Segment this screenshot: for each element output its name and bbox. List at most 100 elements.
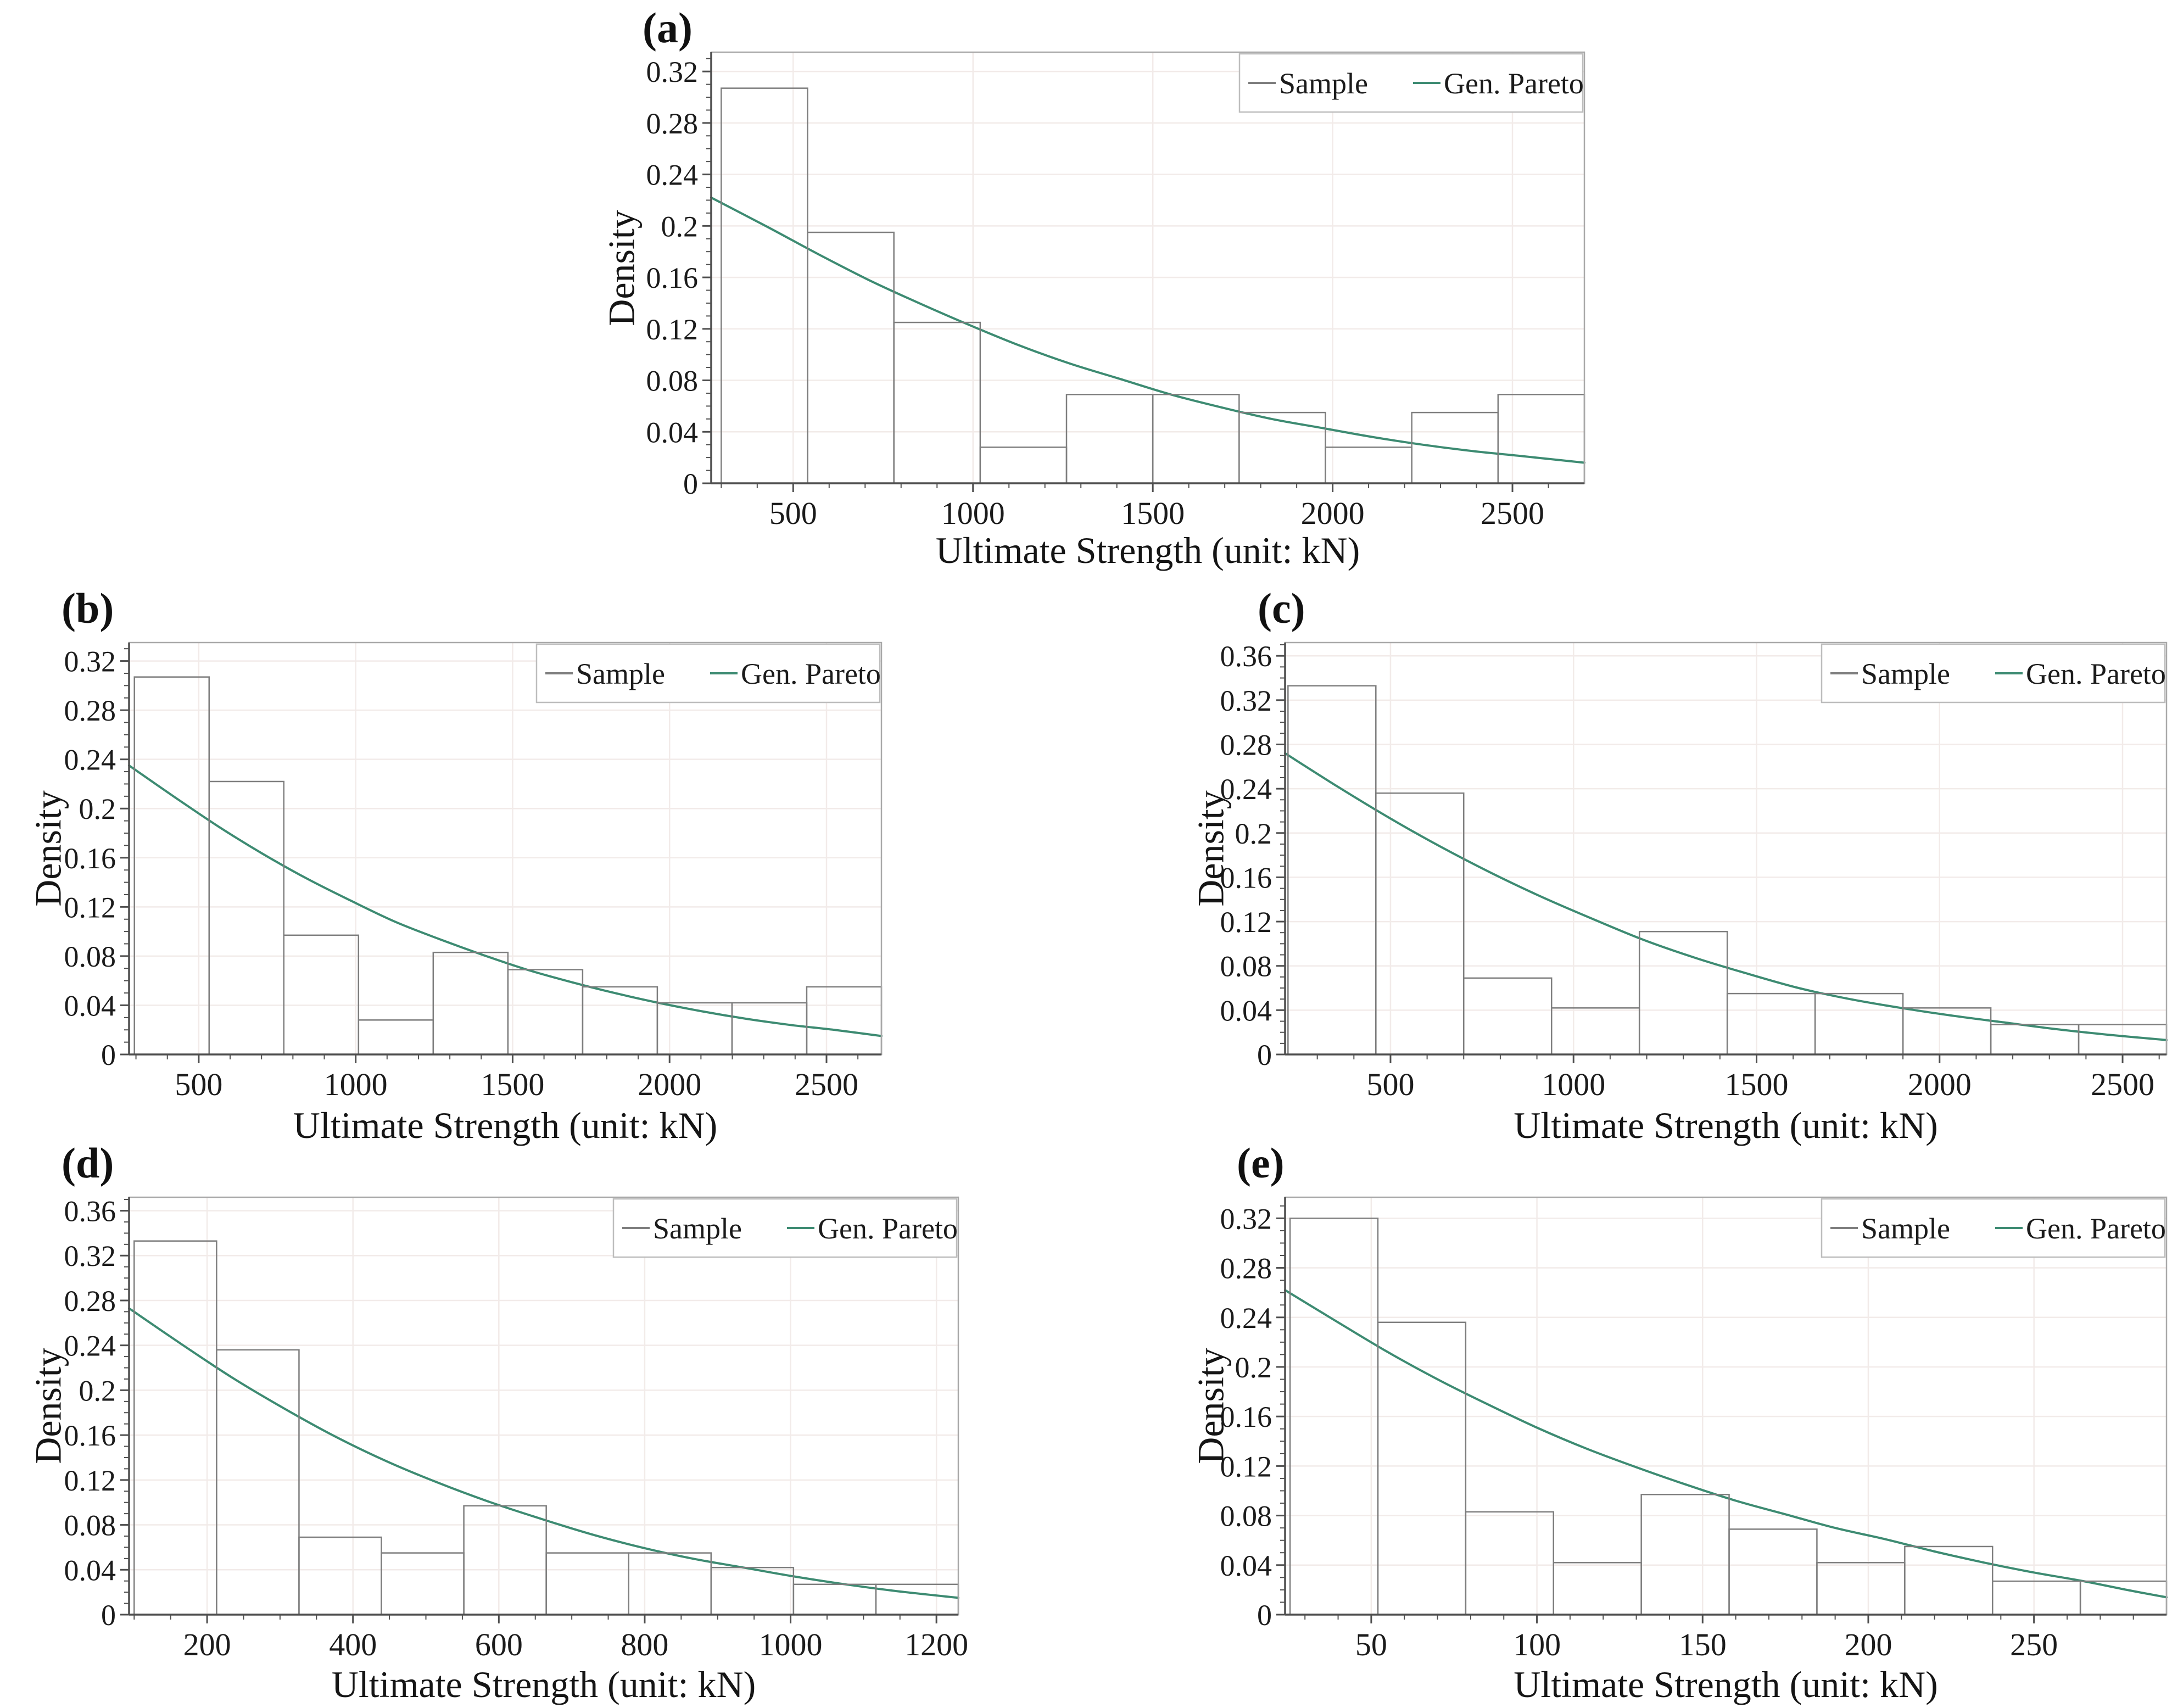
svg-text:0.32: 0.32: [1220, 1202, 1272, 1235]
svg-text:0.32: 0.32: [64, 645, 116, 678]
svg-text:1000: 1000: [324, 1067, 388, 1102]
histogram-chart-c: 500 1000 1500 2000 2500 0 0.04 0.08 0.12 0.16 0.2 0…: [1220, 640, 2168, 1102]
svg-text:50: 50: [1355, 1627, 1387, 1662]
svg-text:0.16: 0.16: [1220, 1400, 1272, 1433]
svg-text:0.08: 0.08: [1220, 950, 1272, 983]
svg-text:500: 500: [1366, 1067, 1414, 1102]
svg-text:0.24: 0.24: [64, 1330, 116, 1363]
histogram-chart-a: 500 1000 1500 2000 2500 0 0.04 0.08 0.12 0.16 0.2 0…: [646, 51, 1585, 531]
svg-text:0.08: 0.08: [64, 1509, 116, 1542]
panel-label-c: (c): [1258, 584, 1305, 632]
svg-text:1200: 1200: [904, 1627, 968, 1662]
svg-text:Gen. Pareto: Gen. Pareto: [741, 657, 881, 690]
svg-text:0.16: 0.16: [1220, 861, 1272, 894]
svg-text:0.2: 0.2: [79, 1374, 116, 1407]
x-axis-label-e: Ultimate Strength (unit: kN): [1514, 1664, 1938, 1705]
svg-text:0: 0: [1257, 1039, 1272, 1071]
panel-label-d: (d): [62, 1139, 114, 1187]
svg-text:1000: 1000: [941, 495, 1005, 531]
svg-text:500: 500: [769, 495, 817, 531]
y-axis-label-d: Density: [27, 1348, 69, 1464]
svg-text:2000: 2000: [638, 1067, 701, 1102]
x-axis-label-a: Ultimate Strength (unit: kN): [935, 529, 1360, 571]
svg-text:0.2: 0.2: [1235, 1351, 1272, 1384]
svg-text:0: 0: [1257, 1599, 1272, 1632]
svg-text:0.2: 0.2: [1235, 817, 1272, 850]
x-axis-label-d: Ultimate Strength (unit: kN): [331, 1664, 756, 1705]
histogram-chart-b: 500 1000 1500 2000 2500 0 0.04 0.08 0.12 0.16 0.2 0…: [64, 641, 883, 1102]
svg-text:0.12: 0.12: [1220, 906, 1272, 939]
svg-text:Sample: Sample: [1861, 657, 1950, 690]
svg-text:1000: 1000: [759, 1627, 823, 1662]
svg-text:200: 200: [1844, 1627, 1892, 1662]
svg-text:0: 0: [683, 467, 698, 500]
y-axis-label-a: Density: [600, 210, 643, 326]
svg-text:200: 200: [183, 1627, 231, 1662]
svg-text:250: 250: [2010, 1627, 2058, 1662]
svg-text:0.28: 0.28: [64, 694, 116, 727]
panel-label-b: (b): [62, 584, 114, 632]
svg-text:0.04: 0.04: [64, 1554, 116, 1587]
svg-text:0.24: 0.24: [64, 744, 116, 777]
svg-text:0.32: 0.32: [1220, 684, 1272, 717]
svg-text:0.2: 0.2: [661, 210, 699, 243]
svg-text:0.08: 0.08: [1220, 1500, 1272, 1533]
svg-text:0.24: 0.24: [646, 159, 699, 192]
panel-label-a: (a): [643, 4, 693, 52]
svg-text:0.04: 0.04: [646, 416, 699, 449]
svg-text:150: 150: [1679, 1627, 1727, 1662]
svg-text:400: 400: [329, 1627, 377, 1662]
svg-text:0.16: 0.16: [64, 1419, 116, 1452]
histogram-chart-d: 200 400 600 800 1000 1200 0 0.04 0.08 0.12 0.16 0.2…: [64, 1195, 969, 1662]
svg-text:0.24: 0.24: [1220, 1302, 1272, 1335]
svg-text:Sample: Sample: [1279, 67, 1368, 100]
svg-text:600: 600: [475, 1627, 523, 1662]
svg-text:0.24: 0.24: [1220, 773, 1272, 806]
svg-text:2000: 2000: [1908, 1067, 1972, 1102]
x-axis-label-b: Ultimate Strength (unit: kN): [293, 1104, 718, 1146]
svg-text:500: 500: [175, 1067, 222, 1102]
svg-text:Gen. Pareto: Gen. Pareto: [2026, 657, 2166, 690]
y-axis-label-c: Density: [1190, 790, 1232, 907]
svg-text:Gen. Pareto: Gen. Pareto: [1444, 67, 1584, 100]
svg-text:800: 800: [621, 1627, 668, 1662]
svg-text:Sample: Sample: [1861, 1212, 1950, 1245]
svg-text:0.28: 0.28: [1220, 1252, 1272, 1285]
x-axis-label-c: Ultimate Strength (unit: kN): [1514, 1104, 1938, 1146]
svg-text:1500: 1500: [1121, 495, 1185, 531]
svg-text:0.08: 0.08: [646, 365, 699, 398]
svg-text:0.04: 0.04: [64, 989, 116, 1022]
svg-text:0.16: 0.16: [64, 842, 116, 875]
svg-text:Gen. Pareto: Gen. Pareto: [2026, 1212, 2166, 1245]
svg-text:0.36: 0.36: [1220, 640, 1272, 673]
svg-text:0.04: 0.04: [1220, 1549, 1272, 1582]
svg-text:0.32: 0.32: [646, 55, 699, 88]
svg-text:0.12: 0.12: [64, 1464, 116, 1497]
svg-text:0.2: 0.2: [79, 792, 116, 825]
y-axis-label-b: Density: [27, 790, 69, 907]
svg-text:0.16: 0.16: [646, 261, 699, 294]
svg-text:0.28: 0.28: [646, 107, 699, 140]
svg-text:1000: 1000: [1542, 1067, 1605, 1102]
svg-text:0.12: 0.12: [1220, 1450, 1272, 1483]
svg-text:2500: 2500: [795, 1067, 858, 1102]
svg-text:0.12: 0.12: [646, 313, 699, 346]
svg-text:0.08: 0.08: [64, 940, 116, 973]
svg-text:0: 0: [101, 1599, 116, 1632]
svg-text:1500: 1500: [1724, 1067, 1788, 1102]
svg-text:2500: 2500: [2091, 1067, 2154, 1102]
svg-text:100: 100: [1513, 1627, 1561, 1662]
svg-text:2500: 2500: [1481, 495, 1544, 531]
svg-text:0.12: 0.12: [64, 891, 116, 924]
y-axis-label-e: Density: [1190, 1348, 1232, 1464]
svg-text:Sample: Sample: [576, 657, 665, 690]
svg-text:0.28: 0.28: [1220, 728, 1272, 761]
svg-text:Sample: Sample: [653, 1212, 742, 1245]
svg-text:0.32: 0.32: [64, 1240, 116, 1272]
svg-text:0: 0: [101, 1039, 116, 1071]
svg-text:Gen. Pareto: Gen. Pareto: [818, 1212, 958, 1245]
svg-text:2000: 2000: [1301, 495, 1365, 531]
svg-text:1500: 1500: [481, 1067, 544, 1102]
panel-label-e: (e): [1237, 1139, 1285, 1187]
